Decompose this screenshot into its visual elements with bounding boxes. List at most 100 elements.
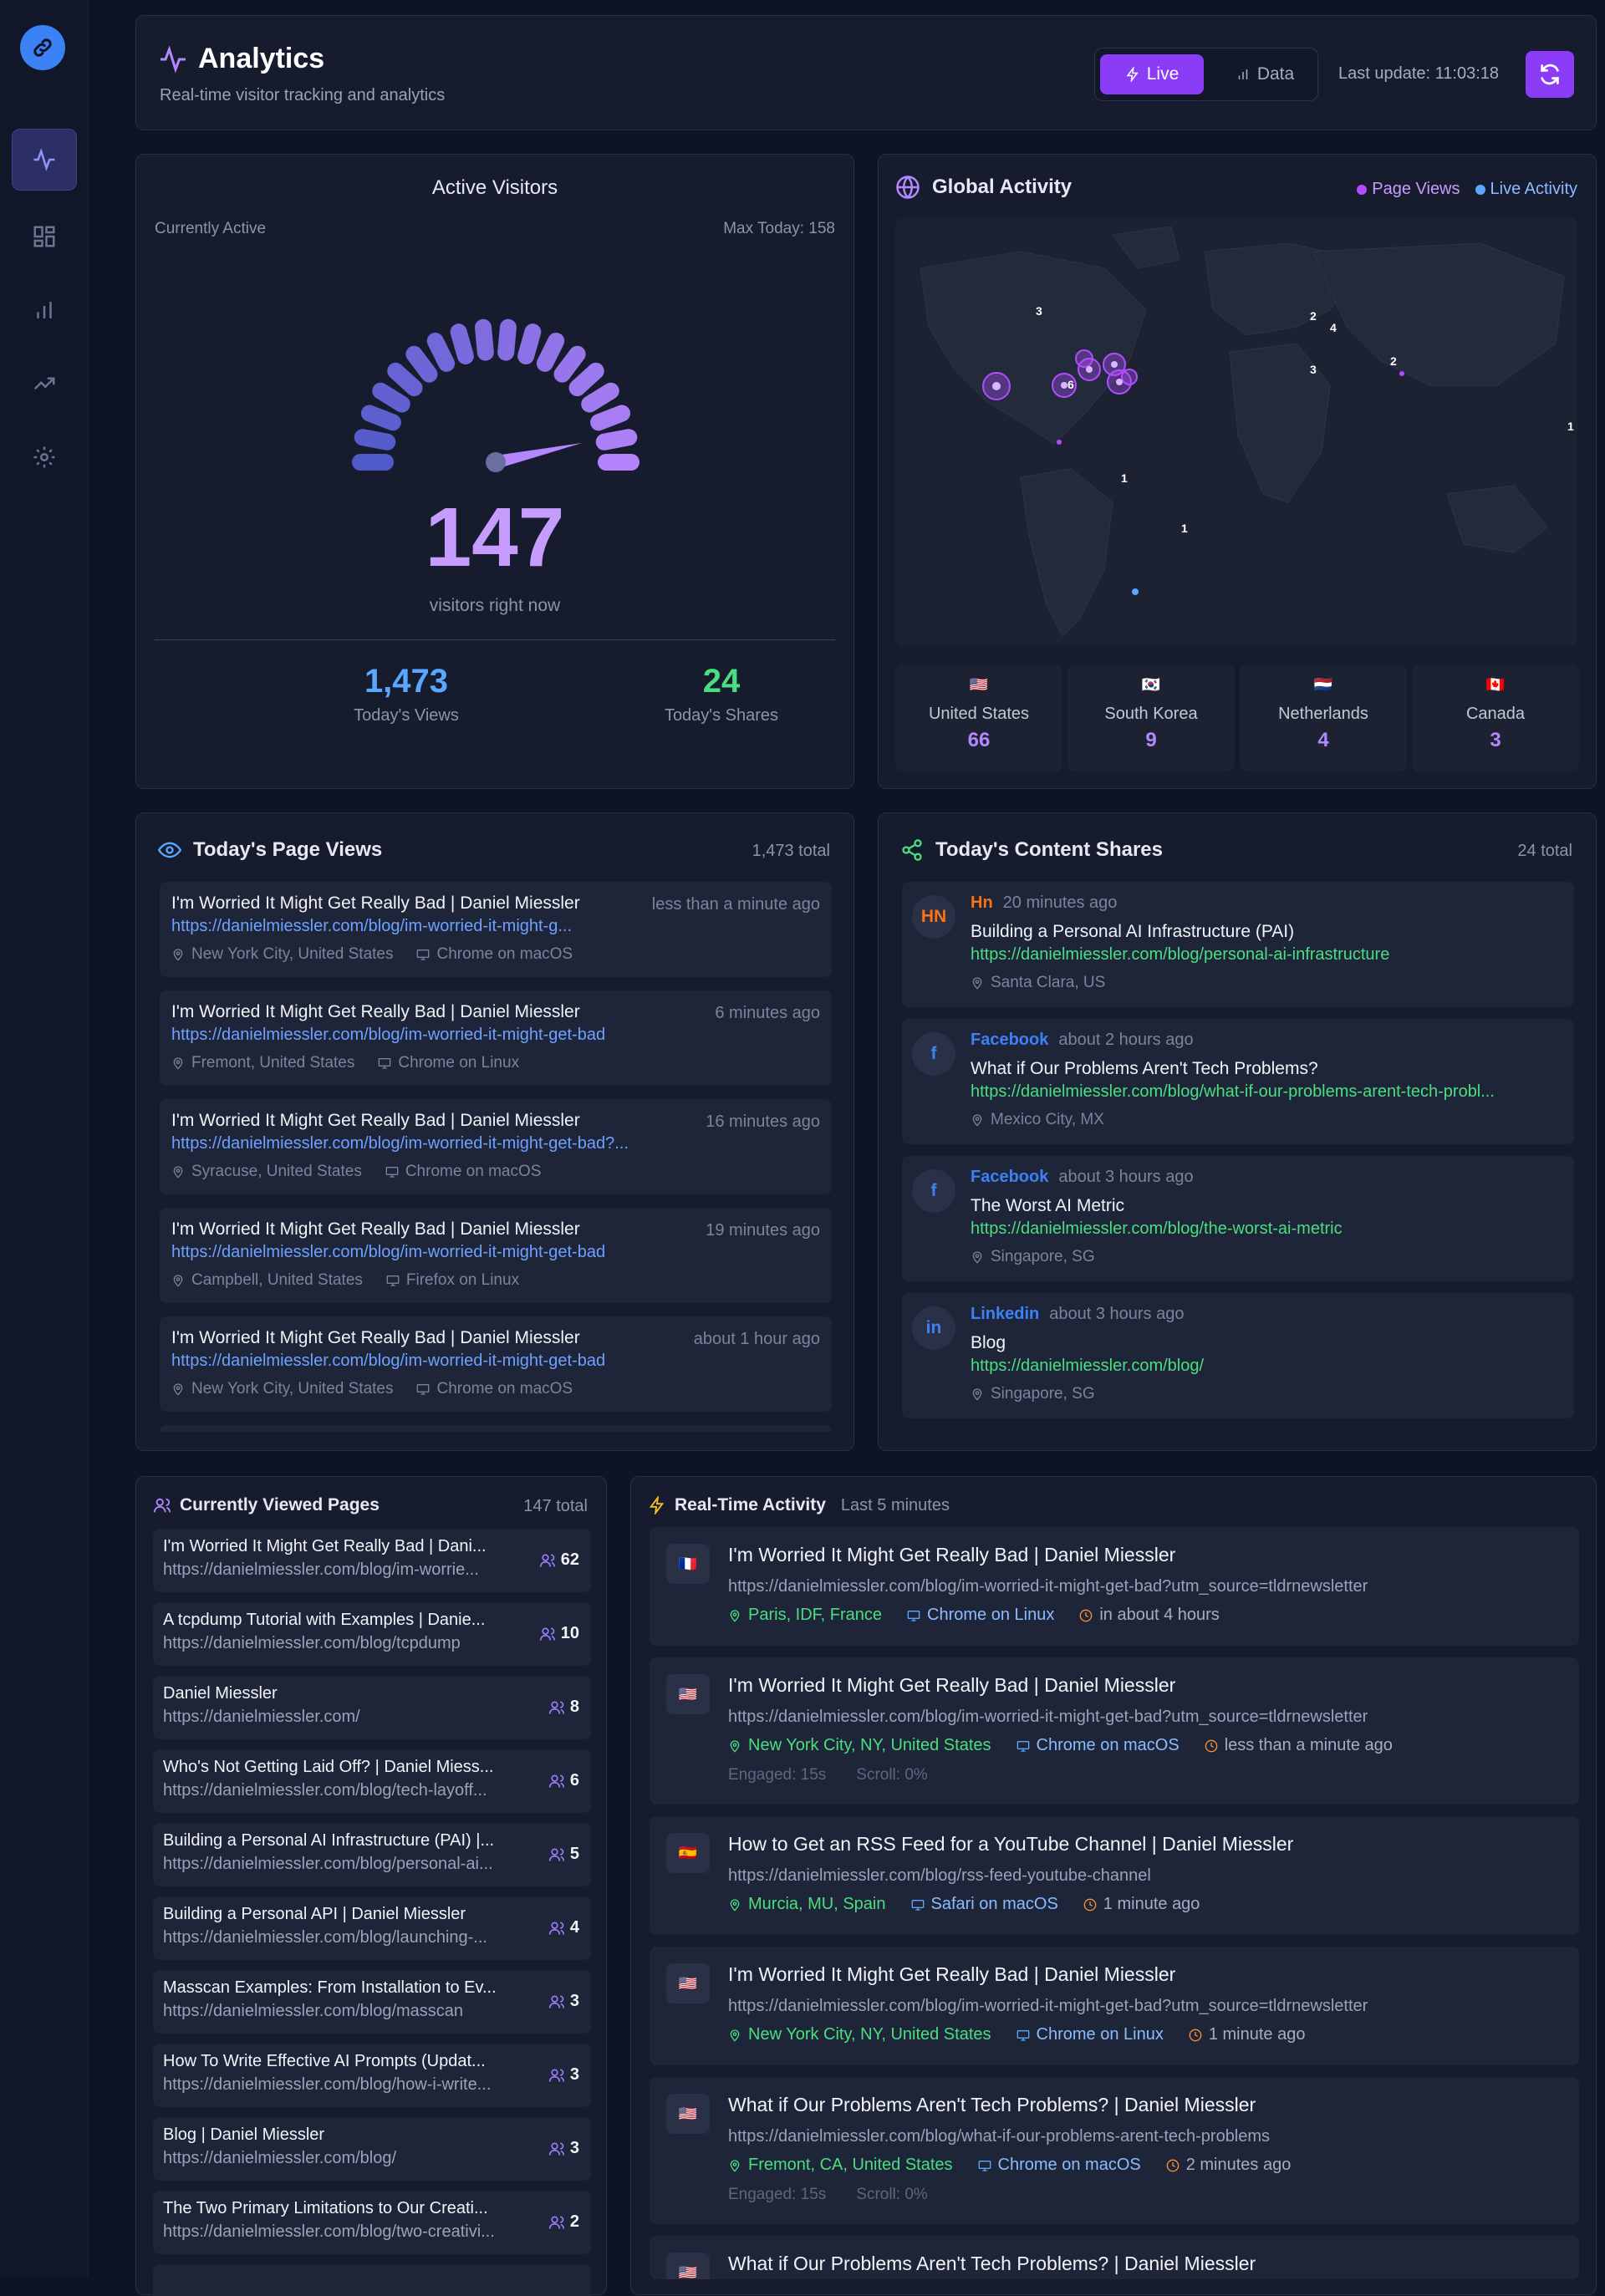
svg-text:2: 2 bbox=[1390, 354, 1397, 368]
list-item[interactable]: HN Hn 20 minutes ago Building a Personal … bbox=[902, 882, 1574, 1007]
page-title: Analytics bbox=[198, 43, 325, 74]
flag-icon: 🇺🇸 bbox=[666, 2253, 710, 2279]
content-shares-card: Today's Content Shares 24 total HN Hn 20 … bbox=[878, 812, 1597, 1451]
list-item[interactable]: f Facebook about 2 hours ago What if Our … bbox=[902, 1019, 1574, 1144]
list-item[interactable]: 🇺🇸 I'm Worried It Might Get Really Bad |… bbox=[650, 1947, 1579, 2065]
gauge-segment bbox=[360, 405, 401, 431]
users-icon bbox=[548, 2216, 565, 2229]
source-badge: in bbox=[912, 1306, 955, 1350]
monitor-icon bbox=[417, 1384, 430, 1395]
view-toggle: Live Data bbox=[1094, 48, 1318, 101]
list-item[interactable]: I'm Worried It Might Get Really Bad | Da… bbox=[160, 990, 832, 1086]
gauge-segment bbox=[405, 345, 438, 383]
divider bbox=[155, 639, 835, 640]
list-item[interactable]: Blog | Daniel Miessler https://danielmie… bbox=[153, 2117, 591, 2181]
gauge-segment bbox=[354, 429, 396, 451]
gauge-segment bbox=[536, 332, 565, 372]
svg-text:3: 3 bbox=[1036, 304, 1042, 318]
list-item[interactable]: Who's Not Getting Laid Off? | Daniel Mie… bbox=[153, 1749, 591, 1813]
list-item[interactable]: 🇺🇸 I'm Worried It Might Get Really Bad |… bbox=[650, 1657, 1579, 1805]
currently-active-label: Currently Active bbox=[155, 220, 267, 237]
total-count: 1,473 total bbox=[752, 842, 830, 860]
monitor-icon bbox=[911, 1899, 924, 1911]
globe-icon bbox=[896, 176, 920, 199]
list-item[interactable]: 🇪🇸 How to Get an RSS Feed for a YouTube … bbox=[650, 1816, 1579, 1935]
list-item[interactable]: I'm Worried It Might Get Really Bad | Da… bbox=[153, 1529, 591, 1592]
today-shares-value: 24 bbox=[702, 663, 741, 700]
list-item[interactable]: 🇫🇷 I'm Worried It Might Get Really Bad |… bbox=[650, 1527, 1579, 1646]
users-icon bbox=[548, 1701, 565, 1714]
visitors-count: 147 bbox=[425, 491, 565, 584]
list-item[interactable]: f Facebook about 3 hours ago The Worst AI… bbox=[902, 1156, 1574, 1281]
list-item[interactable]: I'm Worried It Might Get Really Bad | Da… bbox=[160, 882, 832, 977]
svg-text:2: 2 bbox=[1310, 309, 1317, 323]
location-pin-icon bbox=[972, 977, 982, 990]
sidebar-item-activity[interactable] bbox=[12, 129, 77, 191]
flag-icon: 🇺🇸 bbox=[666, 1963, 710, 2003]
total-count: 24 total bbox=[1517, 842, 1572, 860]
location-pin-icon bbox=[972, 1251, 982, 1264]
list-item[interactable]: How To Write Effective AI Prompts (Updat… bbox=[153, 2044, 591, 2107]
country-stat[interactable]: 🇺🇸 United States 66 bbox=[895, 664, 1062, 771]
flag-icon: 🇪🇸 bbox=[666, 1833, 710, 1873]
sidebar-item-bar-chart[interactable] bbox=[12, 279, 77, 341]
today-views-label: Today's Views bbox=[354, 706, 459, 725]
monitor-icon bbox=[386, 1275, 400, 1286]
list-item[interactable]: Building a Personal AI Infrastructure (P… bbox=[153, 1823, 591, 1886]
last-update: Last update: 11:03:18 bbox=[1338, 64, 1500, 83]
gauge-segment bbox=[387, 362, 423, 397]
location-pin-icon bbox=[730, 1739, 740, 1753]
sidebar-item-dashboard[interactable] bbox=[12, 206, 77, 267]
users-icon bbox=[548, 2069, 565, 2082]
location-pin-icon bbox=[173, 949, 183, 961]
list-item[interactable]: 🇺🇸 What if Our Problems Aren't Tech Prob… bbox=[650, 2236, 1579, 2279]
card-title: Real-Time Activity bbox=[675, 1495, 826, 1515]
today-shares-label: Today's Shares bbox=[664, 706, 779, 725]
list-item[interactable]: I'm Worried It Might Get Really Bad | Da… bbox=[160, 1316, 832, 1412]
flag-icon: 🇳🇱 bbox=[1313, 676, 1333, 693]
list-item-partial bbox=[160, 1425, 832, 1432]
visitors-gauge bbox=[352, 318, 639, 472]
flag-icon: 🇫🇷 bbox=[666, 1544, 710, 1584]
users-icon bbox=[153, 1498, 171, 1513]
header: Analytics Real-time visitor tracking and… bbox=[135, 15, 1597, 130]
svg-text:4: 4 bbox=[1330, 321, 1337, 334]
card-title: Today's Page Views bbox=[193, 838, 383, 861]
list-item[interactable]: The Two Primary Limitations to Our Creat… bbox=[153, 2191, 591, 2254]
monitor-icon bbox=[1016, 1740, 1029, 1752]
data-button[interactable]: Data bbox=[1219, 54, 1311, 94]
sidebar-item-trending[interactable] bbox=[12, 353, 77, 415]
flag-icon: 🇺🇸 bbox=[666, 1674, 710, 1714]
list-item[interactable]: I'm Worried It Might Get Really Bad | Da… bbox=[160, 1099, 832, 1194]
location-pin-icon bbox=[730, 2029, 740, 2042]
sidebar bbox=[0, 0, 89, 2278]
list-item[interactable]: I'm Worried It Might Get Really Bad | Da… bbox=[160, 1208, 832, 1303]
list-item[interactable]: Daniel Miessler https://danielmiessler.c… bbox=[153, 1676, 591, 1739]
svg-text:6: 6 bbox=[1067, 378, 1074, 391]
live-button[interactable]: Live bbox=[1100, 54, 1204, 94]
monitor-icon bbox=[379, 1058, 391, 1069]
total-count: 147 total bbox=[523, 1497, 588, 1515]
country-stat[interactable]: 🇰🇷 South Korea 9 bbox=[1067, 664, 1235, 771]
gauge-segment bbox=[450, 323, 474, 365]
users-icon bbox=[539, 1627, 555, 1641]
monitor-icon bbox=[385, 1167, 399, 1178]
bolt-icon bbox=[649, 1496, 665, 1515]
link-icon[interactable] bbox=[20, 25, 65, 70]
country-stat[interactable]: 🇳🇱 Netherlands 4 bbox=[1240, 664, 1407, 771]
list-item[interactable]: 🇺🇸 What if Our Problems Aren't Tech Prob… bbox=[650, 2077, 1579, 2224]
list-item[interactable]: Masscan Examples: From Installation to E… bbox=[153, 1970, 591, 2034]
country-stat[interactable]: 🇨🇦 Canada 3 bbox=[1412, 664, 1579, 771]
refresh-button[interactable] bbox=[1526, 51, 1574, 98]
monitor-icon bbox=[1016, 2029, 1029, 2041]
bar-chart-icon bbox=[1238, 69, 1248, 79]
list-item[interactable]: Building a Personal API | Daniel Miessle… bbox=[153, 1896, 591, 1960]
world-map[interactable]: 3 2 4 2 3 6 1 1 1 bbox=[895, 218, 1577, 646]
clock-icon bbox=[1083, 1898, 1097, 1911]
list-item[interactable]: A tcpdump Tutorial with Examples | Danie… bbox=[153, 1602, 591, 1666]
card-title: Global Activity bbox=[932, 176, 1073, 198]
today-views-value: 1,473 bbox=[364, 663, 449, 700]
sidebar-item-settings[interactable] bbox=[12, 426, 77, 488]
gauge-segment bbox=[590, 405, 631, 431]
list-item[interactable]: in Linkedin about 3 hours ago Blog https:… bbox=[902, 1293, 1574, 1418]
